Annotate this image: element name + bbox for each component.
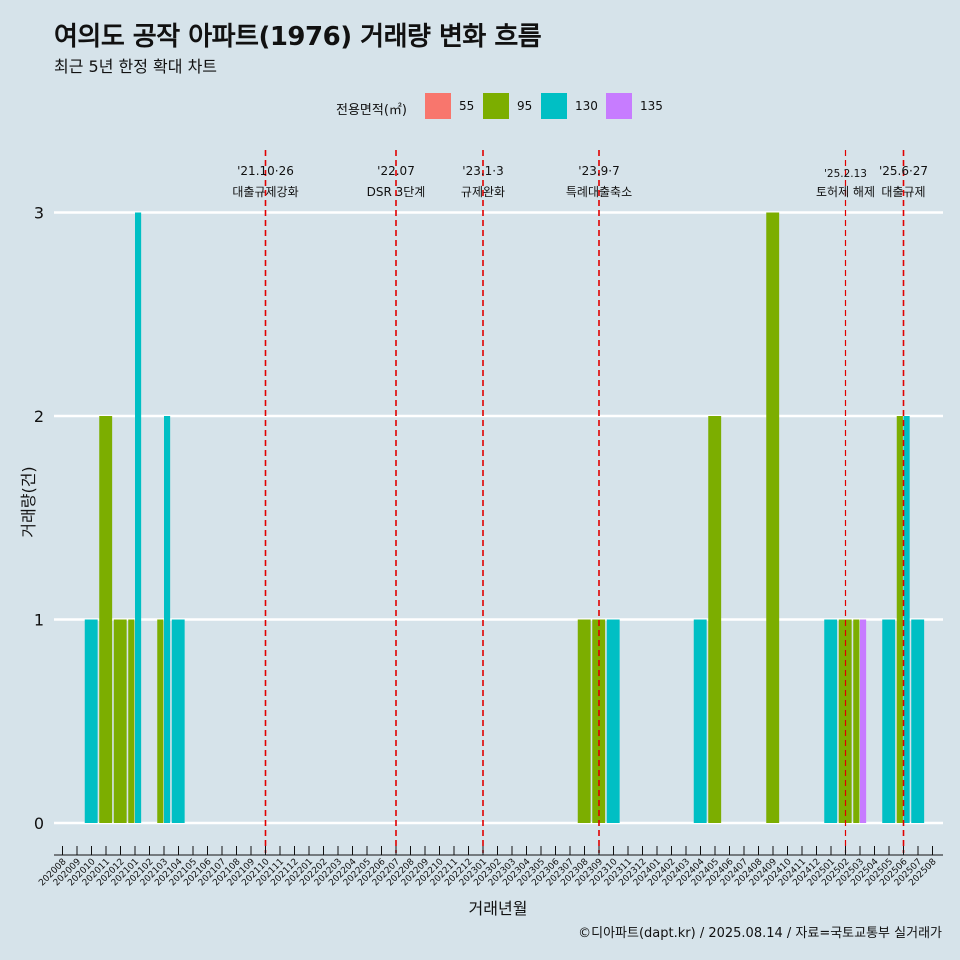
event-name-label: 대출규제 (881, 185, 925, 199)
bar-202506-130 (903, 416, 910, 823)
y-tick-label: 0 (34, 814, 44, 833)
event-date-label: '23.1·3 (462, 164, 503, 178)
bar-202310-130 (606, 619, 620, 823)
bar-202404-130 (693, 619, 707, 823)
bars (84, 212, 925, 823)
chart-title: 여의도 공작 아파트(1976) 거래량 변화 흐름 (54, 22, 542, 52)
event-name-label: 특례대출축소 (566, 185, 632, 199)
legend-swatch (483, 93, 509, 119)
legend-label: 55 (459, 99, 475, 113)
y-tick-label: 3 (34, 204, 44, 223)
bar-202507-130 (911, 619, 925, 823)
event-name-label: DSR 3단계 (367, 185, 426, 199)
bar-202101-95 (128, 619, 135, 823)
bar-202506-95 (896, 416, 903, 823)
y-axis-title: 거래량(건) (19, 466, 38, 537)
y-tick-label: 1 (34, 611, 44, 630)
bar-202011-95 (99, 416, 113, 823)
caption: ©디아파트(dapt.kr) / 2025.08.14 / 자료=국토교통부 실… (578, 926, 942, 941)
gridlines: 0 1 2 3 (34, 204, 943, 833)
legend-label: 95 (517, 99, 533, 113)
event-name-label: 대출규제강화 (232, 185, 298, 199)
bar-202101-130 (135, 212, 142, 823)
event-date-label: '22.07 (377, 164, 415, 178)
bar-202104-130 (171, 619, 185, 823)
event-name-label: 토허제 해제 (816, 185, 875, 199)
bar-202505-130 (882, 619, 896, 823)
bar-202103-130 (164, 416, 171, 823)
axes: 2020082020092020102020112020122021012021… (37, 846, 943, 888)
bar-202012-95 (113, 619, 127, 823)
legend-swatch (425, 93, 451, 119)
event-name-label: 규제완화 (461, 185, 505, 199)
bar-202503-95 (853, 619, 860, 823)
legend-swatch (606, 93, 632, 119)
legend-label: 130 (575, 99, 598, 113)
event-date-label: '21.10·26 (237, 164, 294, 178)
x-axis-title: 거래년월 (469, 899, 528, 918)
bar-202503-135 (860, 619, 867, 823)
bar-202501-130 (824, 619, 838, 823)
event-date-label: '23.9·7 (578, 164, 619, 178)
legend: 전용면적(㎡) 55 95 130 135 (0, 92, 960, 122)
chart-subtitle: 최근 5년 한정 확대 차트 (54, 57, 218, 76)
y-tick-label: 2 (34, 407, 44, 426)
bar-202010-130 (84, 619, 98, 823)
legend-label: 135 (640, 99, 663, 113)
event-date-label: '25.6·27 (879, 164, 928, 178)
legend-swatch (541, 93, 567, 119)
bar-202405-95 (708, 416, 722, 823)
event-date-label: '25.2.13 (824, 168, 867, 180)
bar-202103-95 (157, 619, 164, 823)
bar-202409-95 (766, 212, 780, 823)
event-lines: '21.10·26 대출규제강화 '22.07 DSR 3단계 '23.1·3 규제완화 '… (232, 150, 928, 853)
bar-202308-95 (577, 619, 591, 823)
legend-title: 전용면적(㎡) (336, 103, 407, 118)
